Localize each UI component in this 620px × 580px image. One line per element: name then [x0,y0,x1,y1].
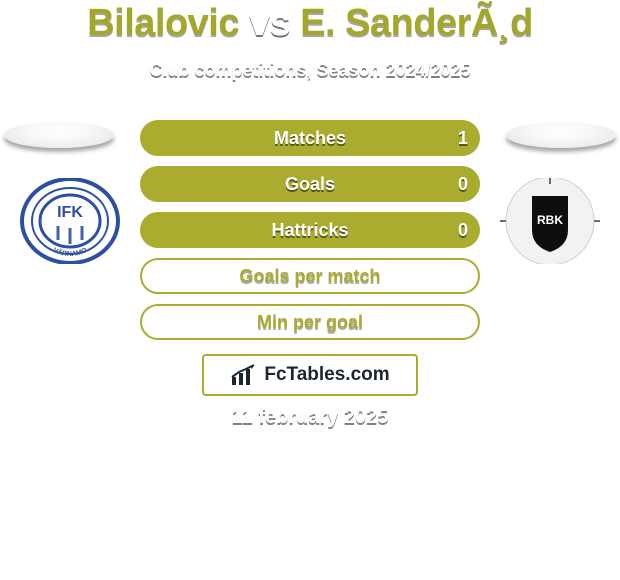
stat-bar-goals: Goals 0 [140,166,480,202]
stat-bar-min-per-goal: Min per goal [140,304,480,340]
ellipse-decoration-right [506,122,616,148]
stat-bar-matches: Matches 1 [140,120,480,156]
stat-label: Goals [142,168,478,200]
svg-text:RBK: RBK [537,213,563,227]
stat-label: Goals per match [142,260,478,292]
matchup-title: Bilalovic vs E. SanderÃ¸d [0,2,620,45]
stat-label: Hattricks [142,214,478,246]
stat-bars: Matches 1 Goals 0 Hattricks 0 Goals per … [140,120,480,350]
rbk-crest-icon: RBK [500,178,600,264]
stat-label: Min per goal [142,306,478,338]
player-right-name: E. SanderÃ¸d [300,2,533,44]
club-crest-left: IFK VÄRNAMO [20,178,120,264]
source-logo[interactable]: FcTables.com [202,354,418,396]
stat-label: Matches [142,122,478,154]
stat-value-right: 0 [458,214,468,246]
comparison-infographic: Bilalovic vs E. SanderÃ¸d Club competiti… [0,0,620,580]
stat-bar-hattricks: Hattricks 0 [140,212,480,248]
stat-value-right: 0 [458,168,468,200]
ifk-crest-icon: IFK VÄRNAMO [20,178,120,264]
player-left-name: Bilalovic [87,2,239,44]
stat-bar-goals-per-match: Goals per match [140,258,480,294]
svg-text:IFK: IFK [57,204,83,221]
stat-value-right: 1 [458,122,468,154]
vs-divider: vs [249,2,290,44]
fctables-chart-icon [230,363,258,387]
ellipse-decoration-left [4,122,114,148]
source-logo-text: FcTables.com [264,364,389,386]
snapshot-date: 11 february 2025 [0,406,620,429]
club-crest-right: RBK [500,178,600,264]
competition-subtitle: Club competitions, Season 2024/2025 [0,60,620,81]
